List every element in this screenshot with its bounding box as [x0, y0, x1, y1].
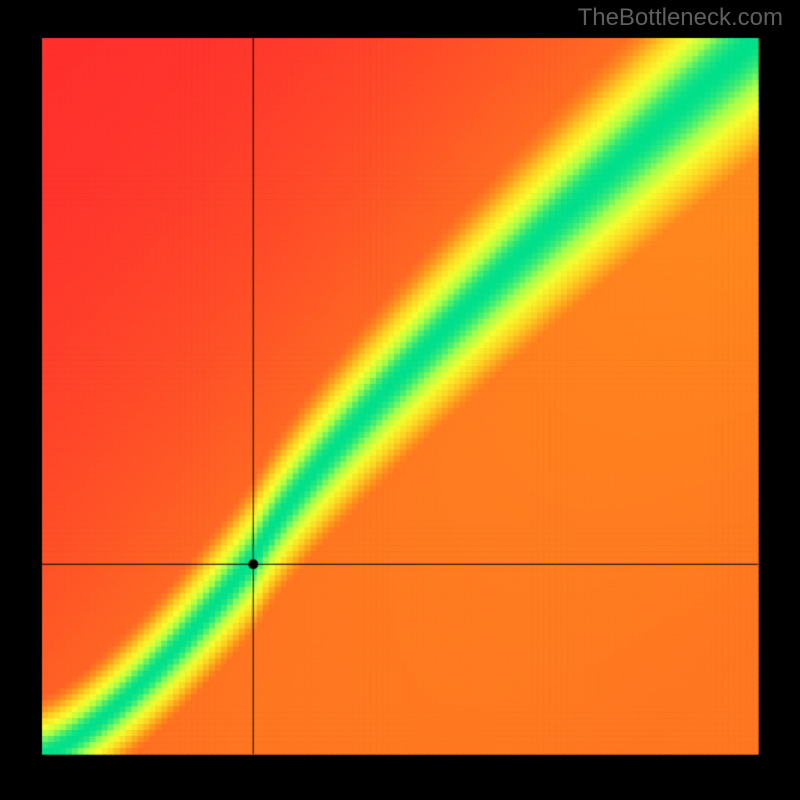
watermark-text: TheBottleneck.com: [578, 4, 783, 32]
bottleneck-heatmap-canvas: [0, 0, 800, 800]
chart-container: TheBottleneck.com: [0, 0, 800, 800]
